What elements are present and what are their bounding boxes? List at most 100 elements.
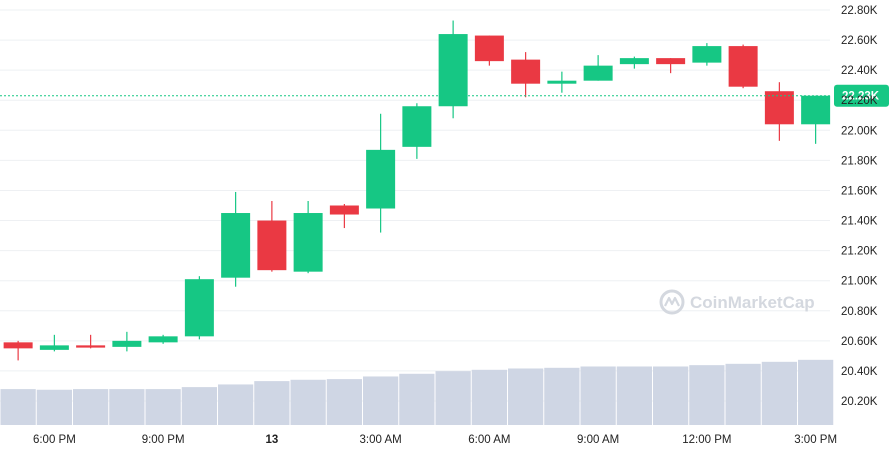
candle-body xyxy=(3,342,33,349)
candle-body xyxy=(801,95,831,125)
candle xyxy=(438,20,468,119)
volume-bar xyxy=(435,371,471,425)
volume-bar xyxy=(0,389,36,425)
candle-body xyxy=(76,345,106,348)
candle-body xyxy=(474,35,504,62)
x-tick-label: 9:00 PM xyxy=(142,434,185,446)
candle-body xyxy=(293,213,323,272)
candle-body xyxy=(438,34,468,107)
candle-body xyxy=(656,58,686,65)
candle-body xyxy=(583,65,613,81)
coinmarketcap-logo-icon xyxy=(659,289,685,315)
y-tick-label: 22.40K xyxy=(841,65,878,77)
candle-body xyxy=(547,80,577,84)
y-axis: 22.80K 22.60K 22.40K 22.20K 22.00K 21.80K 21.6… xyxy=(841,5,878,408)
last-price-label: 22.23K xyxy=(842,91,880,103)
candle xyxy=(474,35,504,66)
candle xyxy=(728,44,758,89)
candle-body xyxy=(148,336,178,343)
volume-bar xyxy=(798,359,834,425)
last-price-badge xyxy=(834,84,889,107)
x-tick-label: 6:00 PM xyxy=(33,434,76,446)
candle xyxy=(511,52,541,98)
candle xyxy=(76,334,106,349)
volume-bar xyxy=(616,366,652,425)
candle xyxy=(801,95,831,144)
x-tick-label: 13 xyxy=(265,434,278,446)
candles xyxy=(3,20,831,361)
candle-body xyxy=(764,91,794,125)
candle xyxy=(402,103,432,159)
volume-bar xyxy=(363,376,399,425)
candle xyxy=(583,55,613,81)
candle xyxy=(692,43,722,66)
candle xyxy=(257,200,287,272)
candle xyxy=(3,340,33,361)
x-tick-label: 6:00 AM xyxy=(468,434,510,446)
y-tick-label: 21.60K xyxy=(841,185,878,197)
candle xyxy=(547,71,577,93)
candle xyxy=(39,334,69,352)
candle xyxy=(184,276,214,340)
y-tick-label: 21.00K xyxy=(841,276,878,288)
candle-body xyxy=(257,220,287,271)
y-tick-label: 21.40K xyxy=(841,216,878,228)
volume-bar xyxy=(145,389,181,425)
x-tick-label: 12:00 PM xyxy=(682,434,731,446)
volume-bar xyxy=(761,361,797,425)
candle-body xyxy=(366,149,396,209)
y-tick-label: 21.80K xyxy=(841,155,878,167)
x-tick-label: 3:00 PM xyxy=(794,434,837,446)
volume-bar xyxy=(36,389,72,425)
volume-bar xyxy=(689,365,725,425)
watermark: CoinMarketCap xyxy=(659,289,815,315)
volume-bar xyxy=(544,367,580,425)
candle-body xyxy=(221,213,251,278)
candle xyxy=(293,200,323,274)
candle-body xyxy=(112,340,142,347)
volume-bar xyxy=(181,387,217,425)
volume-bars xyxy=(0,359,834,425)
candle-body xyxy=(184,279,214,337)
x-tick-label: 3:00 AM xyxy=(360,434,402,446)
candle xyxy=(221,191,251,287)
volume-bar xyxy=(73,389,109,425)
watermark-text: CoinMarketCap xyxy=(690,293,815,312)
candle-body xyxy=(511,59,541,84)
y-tick-label: 22.00K xyxy=(841,125,878,137)
volume-bar xyxy=(653,366,689,425)
y-tick-label: 22.80K xyxy=(841,5,878,17)
candle-body xyxy=(728,46,758,87)
volume-bar xyxy=(580,366,616,425)
volume-bar xyxy=(326,379,362,425)
candle xyxy=(112,331,142,352)
volume-bar xyxy=(254,381,290,425)
last-price-line: 22.23K xyxy=(0,84,889,107)
y-tick-label: 20.60K xyxy=(841,336,878,348)
volume-bar xyxy=(290,379,326,425)
volume-bar xyxy=(508,368,544,425)
y-tick-label: 20.40K xyxy=(841,366,878,378)
candle-body xyxy=(39,345,69,350)
y-tick-label: 22.20K xyxy=(841,95,878,107)
candle-body xyxy=(619,58,649,65)
candle xyxy=(619,56,649,69)
candle xyxy=(656,58,686,74)
candle xyxy=(366,113,396,233)
volume-bar xyxy=(218,384,254,425)
candle xyxy=(148,334,178,344)
x-tick-label: 9:00 AM xyxy=(577,434,619,446)
candle-body xyxy=(692,46,722,63)
volume-bar xyxy=(725,363,761,425)
x-axis: 6:00 PM 9:00 PM 13 3:00 AM 6:00 AM 9:00 AM 12:… xyxy=(33,434,837,446)
volume-bar xyxy=(471,369,507,425)
candle xyxy=(329,203,359,229)
y-tick-label: 20.20K xyxy=(841,396,878,408)
candle-body xyxy=(402,106,432,147)
y-tick-label: 21.20K xyxy=(841,246,878,258)
y-tick-label: 20.80K xyxy=(841,306,878,318)
candle-body xyxy=(329,205,359,215)
volume-bar xyxy=(399,373,435,425)
y-tick-label: 22.60K xyxy=(841,35,878,47)
